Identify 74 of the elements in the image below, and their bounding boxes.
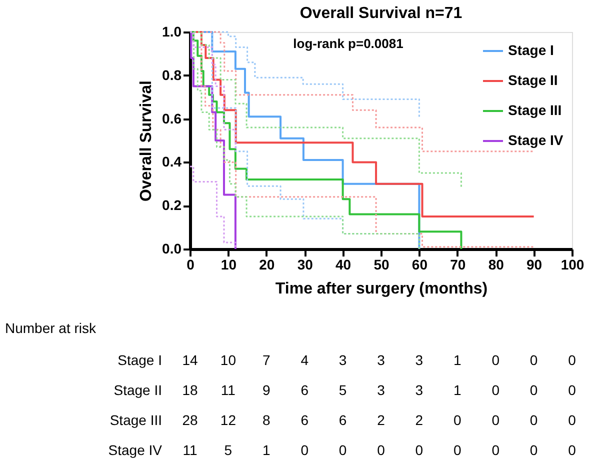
- x-tick-label: 70: [450, 256, 466, 272]
- legend-label: Stage III: [508, 102, 562, 118]
- text: 0: [568, 382, 576, 398]
- legend-label: Stage II: [508, 72, 558, 88]
- text: Stage III: [110, 412, 162, 428]
- x-tick-label: 60: [412, 256, 428, 272]
- text: 0: [492, 382, 500, 398]
- y-axis-title: Overall Survival: [138, 80, 156, 202]
- text: 0: [530, 412, 538, 428]
- text: 4: [300, 352, 309, 368]
- text: 0: [454, 412, 462, 428]
- text: Stage I: [118, 352, 162, 368]
- x-axis-title: Time after surgery (months): [275, 280, 488, 298]
- x-tick-label: 90: [526, 256, 542, 272]
- text: 11: [182, 442, 198, 458]
- text: 0: [415, 442, 424, 458]
- y-tick-label: 0.4: [162, 154, 182, 170]
- text: 0: [568, 442, 576, 458]
- text: Stage II: [114, 382, 162, 398]
- text: 11: [220, 382, 236, 398]
- text: 12: [220, 412, 236, 428]
- text: 5: [338, 382, 347, 398]
- text: 6: [338, 412, 347, 428]
- y-tick-label: 0.6: [162, 110, 182, 126]
- y-tick-label: 0.2: [162, 197, 182, 214]
- text: 0: [492, 352, 500, 368]
- text: 1: [454, 352, 462, 368]
- text: Number at risk: [5, 320, 98, 336]
- text: 3: [377, 352, 386, 368]
- text: 0: [568, 352, 576, 368]
- text: 0: [492, 412, 500, 428]
- y-tick-label: 0.8: [162, 66, 182, 83]
- text: 2: [415, 412, 424, 428]
- x-tick-label: 30: [297, 256, 314, 272]
- text: 8: [262, 412, 270, 428]
- x-tick-label: 40: [336, 256, 352, 272]
- x-tick-label: 0: [186, 256, 195, 272]
- text: 1: [454, 382, 462, 398]
- text: 0: [300, 442, 309, 458]
- text: 6: [300, 412, 309, 428]
- text: 0: [377, 442, 386, 458]
- text: Stage IV: [108, 442, 163, 458]
- legend-label: Stage I: [508, 42, 554, 58]
- x-tick-label: 10: [220, 256, 237, 272]
- text: 2: [377, 412, 386, 428]
- legend-label: Stage IV: [508, 132, 564, 148]
- x-tick-label: 100: [560, 256, 584, 272]
- text: 28: [182, 412, 198, 428]
- chart-title: Overall Survival n=71: [300, 5, 462, 22]
- text: 7: [262, 352, 270, 368]
- text: 1: [262, 442, 270, 458]
- text: 0: [568, 412, 576, 428]
- text: 18: [182, 382, 198, 398]
- y-tick-label: 1.0: [162, 24, 182, 40]
- text: 0: [338, 442, 347, 458]
- text: 0: [530, 352, 538, 368]
- text: 9: [262, 382, 270, 398]
- text: 3: [415, 382, 424, 398]
- text: 0: [454, 442, 462, 458]
- text: 3: [377, 382, 386, 398]
- y-tick-label: 0.0: [162, 240, 182, 256]
- x-tick-label: 80: [488, 256, 504, 272]
- x-tick-label: 20: [259, 256, 275, 272]
- text: 5: [224, 442, 232, 458]
- text: 0: [530, 382, 538, 398]
- text: 14: [182, 352, 198, 368]
- annotation: log-rank p=0.0081: [293, 36, 404, 51]
- text: 3: [415, 352, 424, 368]
- text: 0: [492, 442, 500, 458]
- text: 6: [300, 382, 309, 398]
- text: 3: [338, 352, 347, 368]
- x-tick-label: 50: [374, 256, 390, 272]
- text: 0: [530, 442, 538, 458]
- text: 10: [220, 352, 236, 368]
